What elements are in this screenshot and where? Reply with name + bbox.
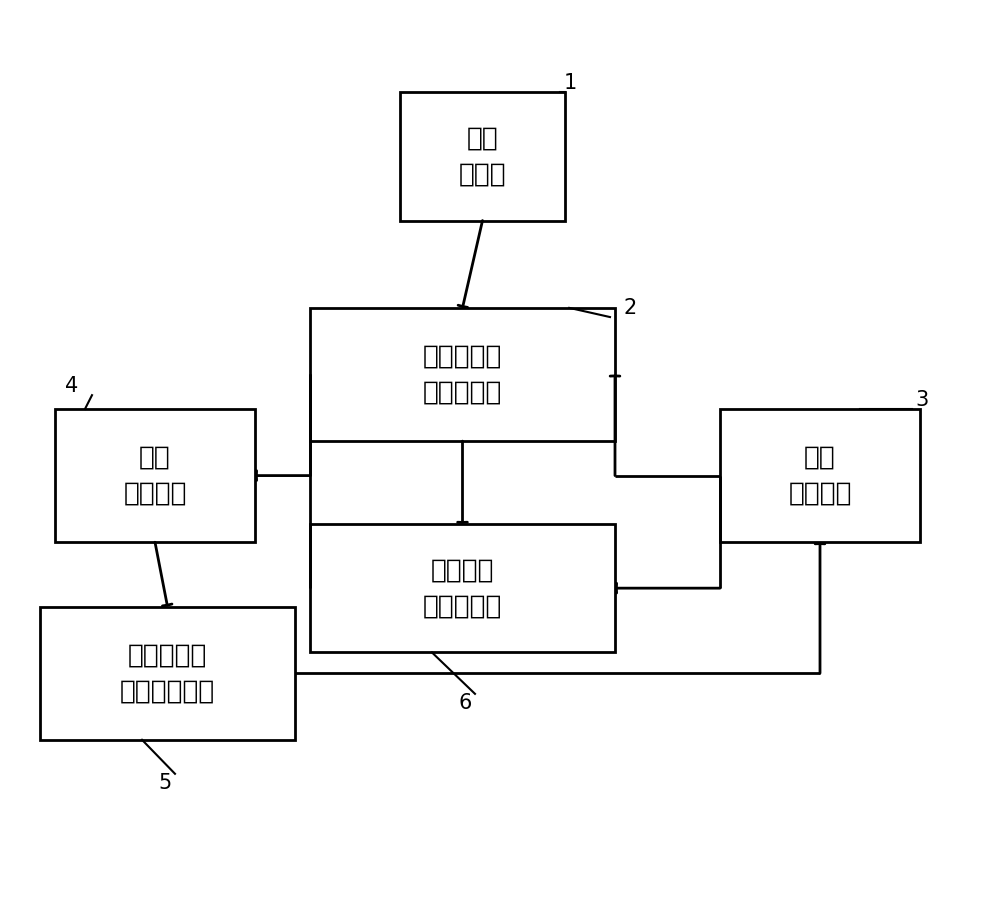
Text: 台架
控制系统: 台架 控制系统 bbox=[788, 445, 852, 506]
Text: 可重复性
试验工作站: 可重复性 试验工作站 bbox=[423, 557, 502, 619]
Bar bbox=[55, 409, 255, 542]
Text: 6: 6 bbox=[458, 693, 472, 713]
Text: 功能和品质
鉴定工作站: 功能和品质 鉴定工作站 bbox=[423, 344, 502, 405]
Bar bbox=[310, 308, 615, 441]
Text: 2: 2 bbox=[623, 298, 637, 318]
Bar bbox=[720, 409, 920, 542]
Bar bbox=[400, 92, 565, 221]
Text: 4: 4 bbox=[65, 376, 79, 396]
Text: 数据
获取系统: 数据 获取系统 bbox=[123, 445, 187, 506]
Bar bbox=[40, 607, 295, 740]
Text: 1: 1 bbox=[563, 73, 577, 93]
Text: 5: 5 bbox=[158, 773, 172, 793]
Text: 中央控制和
数据处理系统: 中央控制和 数据处理系统 bbox=[120, 642, 215, 704]
Text: 3: 3 bbox=[915, 390, 929, 410]
Bar bbox=[310, 524, 615, 652]
Text: 预备
工作站: 预备 工作站 bbox=[459, 125, 506, 187]
